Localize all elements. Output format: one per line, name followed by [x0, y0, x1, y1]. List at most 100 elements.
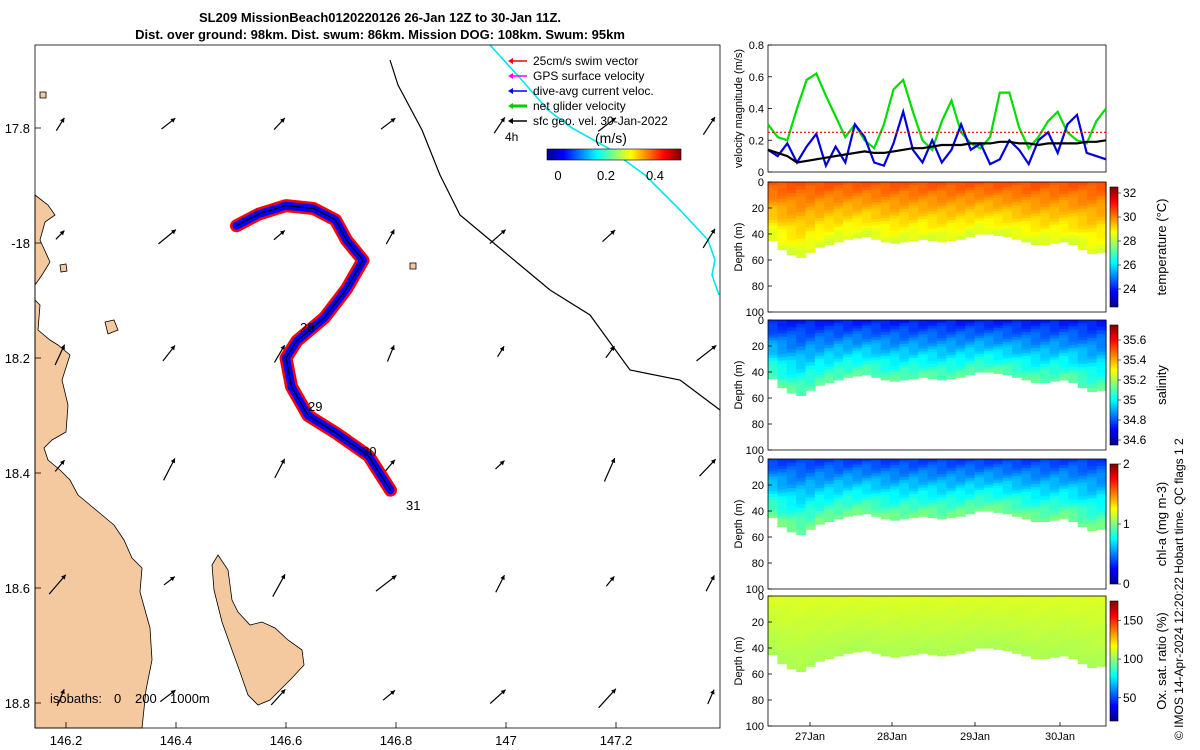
velocity-series-line — [767, 107, 1107, 169]
depth-tick-label: 40 — [752, 643, 764, 655]
time-tick-label: 29Jan — [960, 731, 990, 743]
section-colorbar — [1109, 186, 1119, 308]
depth-tick-label: 80 — [752, 281, 764, 293]
colorbar-tick-label: 30 — [1123, 210, 1137, 224]
depth-tick-label: 100 — [746, 584, 764, 596]
colorbar-tick-label: 32 — [1123, 186, 1137, 200]
section-panel-0: 0 20 40 60 80 100 Depth (m) 24 26 28 30 32 temperatu… — [733, 177, 1169, 319]
map-xtick-label: 147.2 — [600, 733, 633, 748]
depth-tick-label: 0 — [758, 454, 764, 466]
colorbar-tick-label: 150 — [1123, 613, 1143, 627]
colorbar-tick-label: 0 — [554, 168, 561, 183]
sfc-geo-vector-field — [48, 116, 717, 709]
depth-tick-label: 60 — [752, 393, 764, 405]
speed-colorbar: 4h (m/s) 0 0.2 0.4 — [505, 130, 682, 183]
map-xtick-label: 146.6 — [270, 733, 303, 748]
legend-entry: net glider velocity — [533, 99, 626, 113]
isobath-label: isobaths: — [50, 691, 102, 706]
depth-tick-label: 60 — [752, 669, 764, 681]
chart-title-line1: SL209 MissionBeach0120220126 26-Jan 12Z … — [198, 10, 562, 25]
colorbar-tick-label: 100 — [1123, 652, 1143, 666]
colorbar-tick-label: 34.8 — [1123, 413, 1147, 427]
colorbar-label: Ox. sat. ratio (%) — [1154, 612, 1169, 710]
colorbar-tick-label: 0.2 — [597, 168, 615, 183]
isobath-value-0: 0 — [114, 691, 121, 706]
colorbar-extra-label: 4h — [505, 130, 518, 144]
section-colorbar — [1109, 463, 1119, 585]
depth-tick-label: 80 — [752, 695, 764, 707]
island-small-1 — [104, 319, 119, 335]
section-colorbar — [1109, 600, 1119, 722]
depth-axis-label: Depth (m) — [733, 637, 745, 686]
time-tick-label: 30Jan — [1045, 731, 1075, 743]
colorbar-tick-label: 1 — [1123, 517, 1130, 531]
colorbar-tick-label: 24 — [1123, 282, 1137, 296]
depth-tick-label: 60 — [752, 255, 764, 267]
depth-tick-label: 20 — [752, 341, 764, 353]
colorbar-tick-label: 34.6 — [1123, 433, 1147, 447]
velocity-panel: 0 0.2 0.4 0.6 0.8 velocity magnitude (m/s) — [733, 40, 1107, 179]
depth-tick-label: 80 — [752, 558, 764, 570]
time-tick-label: 28Jan — [877, 731, 907, 743]
colorbar-tick-label: 35.6 — [1123, 333, 1147, 347]
colorbar-tick-label: 35.2 — [1123, 373, 1147, 387]
section-panel-2: 0 20 40 60 80 100 Depth (m) 0 1 2 chl-a (mg m-3) — [733, 454, 1169, 596]
depth-tick-label: 60 — [752, 532, 764, 544]
legend-entry: dive-avg current veloc. — [533, 84, 654, 98]
section-colorbar — [1109, 324, 1119, 446]
credit-text: © IMOS 14-Apr-2024 12:20:22 Hobart time.… — [1172, 438, 1186, 740]
map-xtick-label: 146.2 — [50, 733, 83, 748]
velocity-series-line — [767, 139, 1107, 164]
velocity-ytick-label: 0 — [758, 167, 764, 179]
depth-tick-label: 20 — [752, 203, 764, 215]
land-mass — [34, 91, 417, 729]
depth-tick-label: 40 — [752, 229, 764, 241]
velocity-ytick-label: 0.8 — [749, 40, 764, 52]
velocity-ylabel: velocity magnitude (m/s) — [733, 49, 745, 168]
depth-tick-label: 20 — [752, 617, 764, 629]
depth-tick-label: 40 — [752, 367, 764, 379]
isobath-legend: isobaths: 0 200 1000m — [50, 691, 210, 706]
island-small-3 — [409, 262, 417, 270]
glider-track-line — [236, 204, 392, 491]
depth-tick-label: 0 — [758, 315, 764, 327]
day-label: 28 — [300, 320, 314, 335]
map-xtick-label: 146.8 — [380, 733, 413, 748]
section-panel-3: 0 20 40 60 80 100 Depth (m) 50 100 150 Ox. sat. ra… — [733, 591, 1169, 743]
depth-tick-label: 0 — [758, 177, 764, 189]
depth-tick-label: 20 — [752, 480, 764, 492]
legend-entry: sfc geo. vel. 30-Jan-2022 — [533, 114, 668, 128]
isobath-1000m — [389, 59, 721, 411]
chart-title-line2: Dist. over ground: 98km. Dist. swum: 86k… — [135, 27, 625, 42]
coastline-mainland — [34, 194, 153, 729]
isobath-value-1000: 1000m — [170, 691, 210, 706]
map-ytick-label: 18.8 — [5, 696, 30, 711]
day-label: 30 — [362, 444, 376, 459]
velocity-ytick-label: 0.4 — [749, 104, 764, 116]
depth-axis-label: Depth (m) — [733, 223, 745, 272]
legend-entry: 25cm/s swim vector — [533, 54, 638, 68]
depth-tick-label: 40 — [752, 506, 764, 518]
colorbar-gradient — [546, 148, 682, 161]
velocity-ytick-label: 0.6 — [749, 72, 764, 84]
day-labels: 28 29 30 31 — [300, 320, 420, 513]
island-hinchinbrook — [211, 554, 305, 706]
section-panel-1: 0 20 40 60 80 100 Depth (m) 34.6 34.8 35 35.2 35.4 3… — [733, 315, 1169, 457]
map-ytick-label: 18.6 — [5, 581, 30, 596]
velocity-series-line — [767, 71, 1107, 152]
map-panel: 146.2 146.4 146.6 146.8 147 147.2 17.8 -18 18.2 1… — [5, 44, 721, 748]
colorbar-tick-label: 50 — [1123, 691, 1137, 705]
map-ytick-label: 18.4 — [5, 466, 30, 481]
colorbar-label: temperature (°C) — [1154, 199, 1169, 296]
colorbar-tick-label: 0.4 — [646, 168, 664, 183]
colorbar-label: chl-a (mg m-3) — [1154, 482, 1169, 567]
depth-tick-label: 0 — [758, 591, 764, 603]
depth-tick-label: 100 — [746, 721, 764, 733]
colorbar-tick-label: 35.4 — [1123, 353, 1147, 367]
day-label: 31 — [406, 498, 420, 513]
map-axes-ticks: 146.2 146.4 146.6 146.8 147 147.2 17.8 -18 18.2 1… — [5, 121, 633, 748]
depth-tick-label: 80 — [752, 419, 764, 431]
